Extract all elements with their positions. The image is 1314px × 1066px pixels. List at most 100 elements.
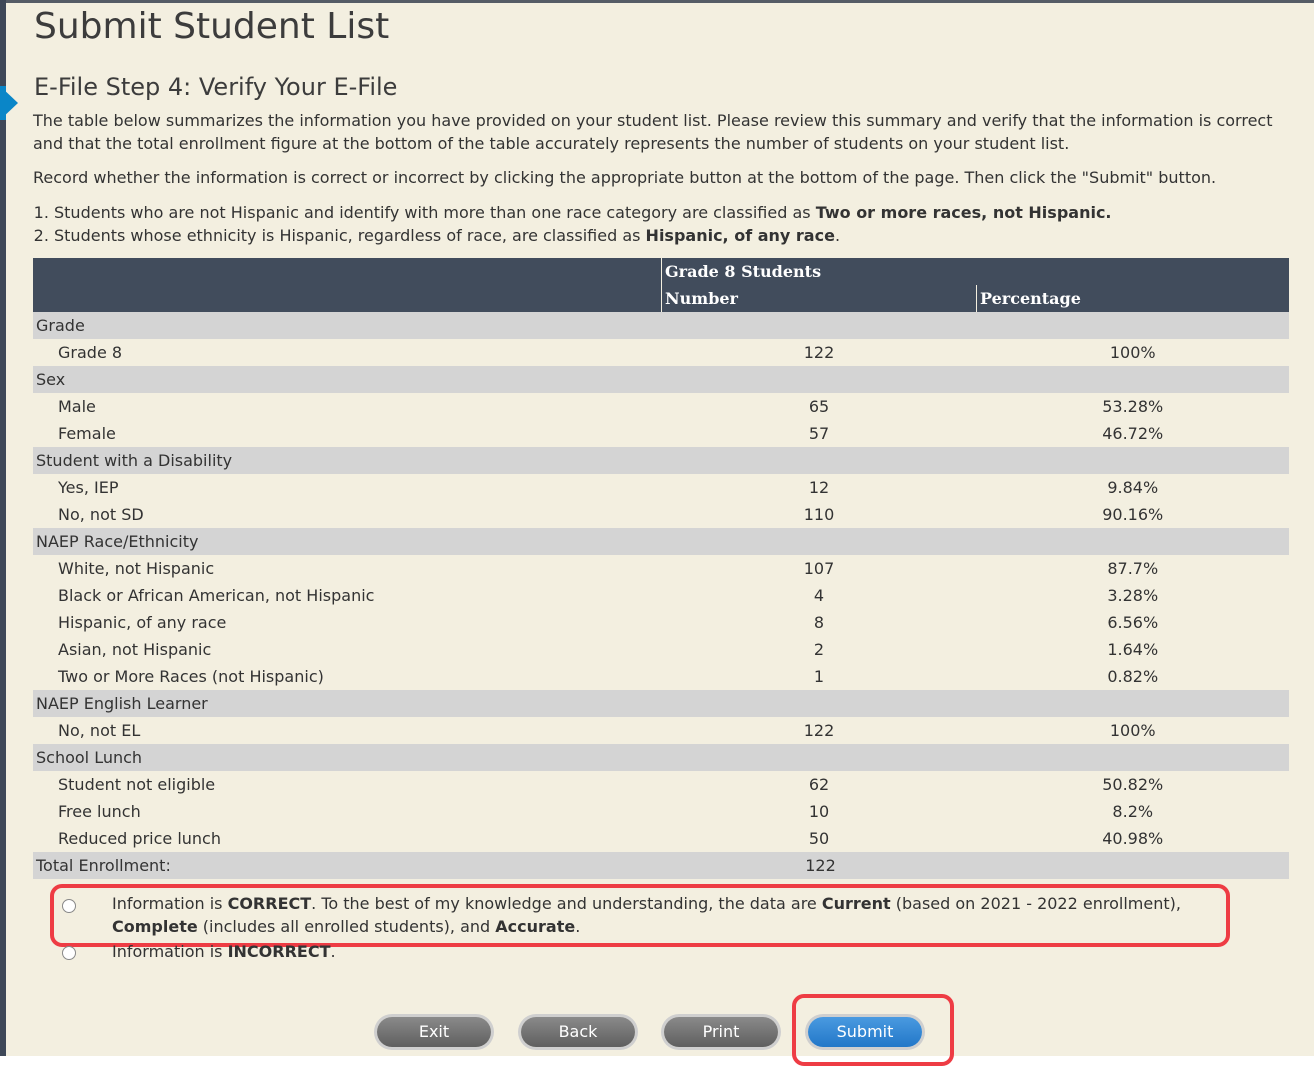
table-row: White, not Hispanic 107 87.7% <box>33 555 1289 582</box>
row-percentage: 50.82% <box>1102 775 1164 794</box>
row-percentage: 6.56% <box>1107 613 1159 632</box>
total-blank <box>976 852 1289 879</box>
incorrect-option-label[interactable]: Information is INCORRECT. <box>112 942 336 957</box>
table-row: Two or More Races (not Hispanic) 1 0.82% <box>33 663 1289 690</box>
note-item: Students who are not Hispanic and identi… <box>54 201 1112 224</box>
section-label: NAEP English Learner <box>33 690 1289 717</box>
arrow-right-icon <box>0 86 18 120</box>
correct-radio[interactable] <box>62 899 76 913</box>
total-value: 122 <box>661 852 977 879</box>
section-row: NAEP Race/Ethnicity <box>33 528 1289 555</box>
correct-option-label[interactable]: Information is CORRECT. To the best of m… <box>112 894 1181 936</box>
row-label: Female <box>58 424 116 443</box>
row-label: Grade 8 <box>58 343 123 362</box>
row-label: Asian, not Hispanic <box>58 640 212 659</box>
row-number: 4 <box>813 586 825 605</box>
note-bold: Hispanic, of any race <box>645 226 835 245</box>
row-number: 1 <box>813 667 825 686</box>
note-bold: Two or more races, not Hispanic. <box>815 203 1112 222</box>
instruction-text: Record whether the information is correc… <box>33 168 1217 187</box>
row-label: Reduced price lunch <box>58 829 221 848</box>
step-title: E-File Step 4: Verify Your E-File <box>34 73 398 101</box>
row-label: Male <box>58 397 96 416</box>
row-number: 107 <box>803 559 835 578</box>
submit-highlight-box <box>792 994 954 1066</box>
row-percentage: 3.28% <box>1107 586 1159 605</box>
group-header: Grade 8 Students <box>661 258 1289 285</box>
section-label: Sex <box>33 366 1289 393</box>
note-text: Students who are not Hispanic and identi… <box>54 203 816 222</box>
row-number: 2 <box>813 640 825 659</box>
table-row: Reduced price lunch 50 40.98% <box>33 825 1289 852</box>
row-percentage: 100% <box>1109 343 1156 362</box>
row-percentage: 100% <box>1109 721 1156 740</box>
row-number: 50 <box>808 829 830 848</box>
row-percentage: 90.16% <box>1102 505 1164 524</box>
highlight-box <box>50 884 1230 947</box>
col-number: Number <box>661 285 977 312</box>
notes-list: Students who are not Hispanic and identi… <box>14 201 1112 247</box>
row-percentage: 40.98% <box>1102 829 1164 848</box>
row-number: 62 <box>808 775 830 794</box>
row-number: 122 <box>803 721 835 740</box>
row-label: No, not EL <box>58 721 141 740</box>
note-text: Students whose ethnicity is Hispanic, re… <box>54 226 646 245</box>
back-button[interactable]: Back <box>521 1017 635 1047</box>
note-text: . <box>834 226 841 245</box>
col-percentage: Percentage <box>976 285 1289 312</box>
table-row: Student not eligible 62 50.82% <box>33 771 1289 798</box>
row-label: Black or African American, not Hispanic <box>58 586 375 605</box>
row-number: 122 <box>803 343 835 362</box>
left-sidebar <box>0 0 6 1056</box>
row-label: Yes, IEP <box>58 478 119 497</box>
table-row: Female 57 46.72% <box>33 420 1289 447</box>
table-row: Asian, not Hispanic 2 1.64% <box>33 636 1289 663</box>
row-percentage: 46.72% <box>1102 424 1164 443</box>
section-row: NAEP English Learner <box>33 690 1289 717</box>
print-button[interactable]: Print <box>664 1017 778 1047</box>
intro-text: The table below summarizes the informati… <box>33 111 1273 153</box>
table-row: Black or African American, not Hispanic 4… <box>33 582 1289 609</box>
row-label: White, not Hispanic <box>58 559 215 578</box>
page-title: Submit Student List <box>34 6 390 47</box>
row-label: Two or More Races (not Hispanic) <box>58 667 324 686</box>
section-label: Grade <box>33 312 1289 339</box>
row-percentage: 9.84% <box>1107 478 1159 497</box>
total-row: Total Enrollment: 122 <box>33 852 1289 879</box>
table-row: Yes, IEP 12 9.84% <box>33 474 1289 501</box>
summary-table: Grade 8 Students Number Percentage Grade G… <box>33 258 1289 879</box>
table-row: Grade 8 122 100% <box>33 339 1289 366</box>
incorrect-radio[interactable] <box>62 946 76 960</box>
row-number: 12 <box>808 478 830 497</box>
row-number: 65 <box>808 397 830 416</box>
section-label: Student with a Disability <box>33 447 1289 474</box>
row-number: 57 <box>808 424 830 443</box>
row-percentage: 8.2% <box>1112 802 1154 821</box>
section-row: Student with a Disability <box>33 447 1289 474</box>
table-row: Male 65 53.28% <box>33 393 1289 420</box>
section-row: Grade <box>33 312 1289 339</box>
row-label: Student not eligible <box>58 775 216 794</box>
row-label: Hispanic, of any race <box>58 613 227 632</box>
total-label: Total Enrollment: <box>33 852 662 879</box>
row-label: Free lunch <box>58 802 141 821</box>
row-percentage: 87.7% <box>1107 559 1159 578</box>
note-item: Students whose ethnicity is Hispanic, re… <box>54 224 1112 247</box>
header-blank <box>33 285 662 312</box>
row-number: 8 <box>813 613 825 632</box>
header-blank <box>33 258 662 285</box>
exit-button[interactable]: Exit <box>377 1017 491 1047</box>
table-row: Hispanic, of any race 8 6.56% <box>33 609 1289 636</box>
submit-button[interactable]: Submit <box>808 1017 922 1047</box>
top-bar <box>0 0 1314 3</box>
row-percentage: 1.64% <box>1107 640 1159 659</box>
section-label: NAEP Race/Ethnicity <box>33 528 1289 555</box>
row-percentage: 53.28% <box>1102 397 1164 416</box>
row-percentage: 0.82% <box>1107 667 1159 686</box>
section-row: Sex <box>33 366 1289 393</box>
row-label: No, not SD <box>58 505 144 524</box>
row-number: 110 <box>803 505 835 524</box>
section-row: School Lunch <box>33 744 1289 771</box>
row-number: 10 <box>808 802 830 821</box>
